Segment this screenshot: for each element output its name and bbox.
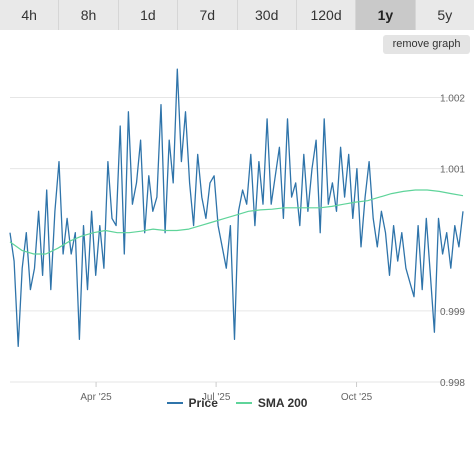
tab-1d[interactable]: 1d <box>118 0 179 30</box>
tab-1y[interactable]: 1y <box>356 0 416 30</box>
time-range-tabs: 4h 8h 1d 7d 30d 120d 1y 5y <box>0 0 474 30</box>
y-tick-label: 1.002 <box>440 94 465 105</box>
legend-swatch-price <box>166 402 183 404</box>
price-line <box>9 68 464 348</box>
legend-swatch-sma-200 <box>235 402 252 404</box>
legend-label-sma-200: SMA 200 <box>257 396 308 410</box>
legend-label-price: Price <box>188 396 218 410</box>
y-tick-label: 0.998 <box>440 378 465 389</box>
x-tick-label: Apr '25 <box>80 392 112 403</box>
tab-5y[interactable]: 5y <box>415 0 474 30</box>
sma-200-line <box>9 189 464 255</box>
legend-item-sma-200[interactable]: SMA 200 <box>235 396 308 410</box>
legend-item-price[interactable]: Price <box>166 396 218 410</box>
tab-120d[interactable]: 120d <box>296 0 357 30</box>
tab-7d[interactable]: 7d <box>178 0 238 30</box>
tab-30d[interactable]: 30d <box>237 0 297 30</box>
y-tick-label: 0.999 <box>440 307 465 318</box>
x-tick-label: Oct '25 <box>341 392 373 403</box>
y-tick-label: 1.001 <box>440 165 465 176</box>
x-tick-label: Jul '25 <box>202 392 231 403</box>
tab-4h[interactable]: 4h <box>0 0 60 30</box>
chart-legend: Price SMA 200 <box>0 393 474 413</box>
remove-graph-button[interactable]: remove graph <box>383 35 470 54</box>
tab-8h[interactable]: 8h <box>59 0 119 30</box>
